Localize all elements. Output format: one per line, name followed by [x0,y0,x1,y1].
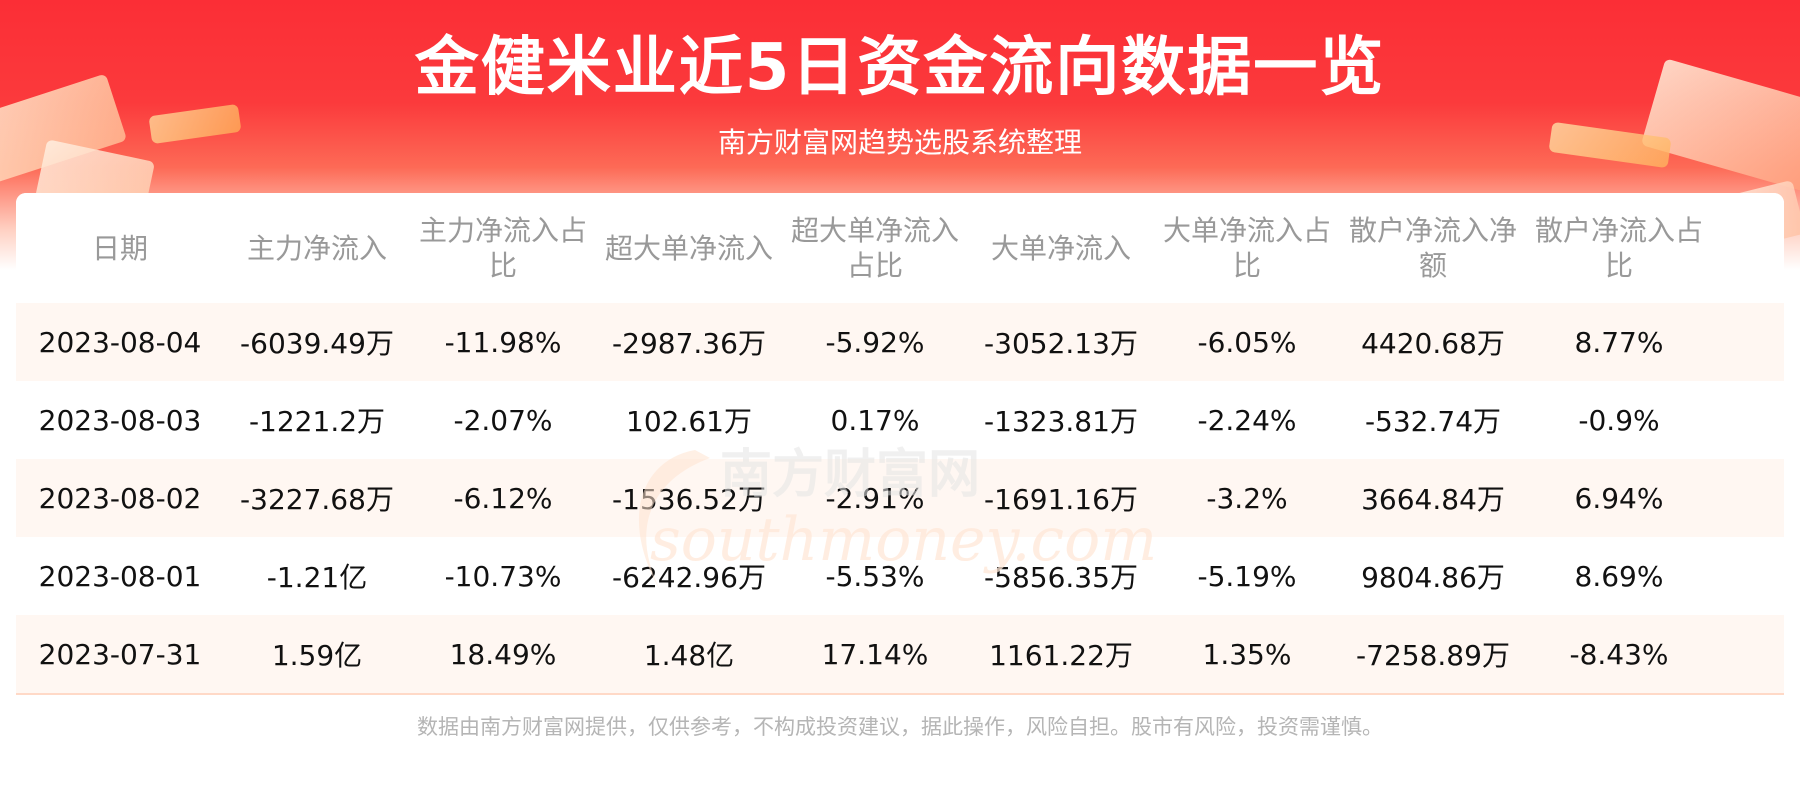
column-header: 主力净流入占比 [418,214,587,282]
table-cell: -1536.52万 [612,483,766,516]
table-cell: 1.59亿 [271,639,363,672]
table-cell: -6.12% [453,481,553,515]
table-cell: -8.43% [1569,637,1669,671]
column-header: 散户净流入净额 [1348,214,1517,282]
table-cell: -5.92% [825,325,925,359]
table-row: 2023-08-04 -6039.49万 -11.98% -2987.36万 -… [16,303,1784,381]
table-cell: -11.98% [444,325,562,359]
table-row: 2023-08-03 -1221.2万 -2.07% 102.61万 0.17%… [16,381,1784,459]
table-cell: -2.91% [825,481,925,515]
page-title: 金健米业近5日资金流向数据一览 [414,31,1386,105]
table-cell: 6.94% [1574,481,1664,515]
table-cell: -10.73% [444,559,562,593]
column-header: 日期 [91,231,148,265]
table-cell: -1323.81万 [984,405,1138,438]
table-cell: -3052.13万 [984,327,1138,360]
table-cell: -6242.96万 [612,561,766,594]
table-cell: -0.9% [1578,403,1660,437]
table-cell: 0.17% [830,403,920,437]
table-cell: -6039.49万 [240,327,394,360]
disclaimer-text: 数据由南方财富网提供，仅供参考，不构成投资建议，据此操作，风险自担。股市有风险，… [417,715,1383,739]
table-cell: 4420.68万 [1361,327,1505,360]
table-row: 2023-07-31 1.59亿 18.49% 1.48亿 17.14% 116… [16,615,1784,693]
table-cell: -2.07% [453,403,553,437]
page-subtitle: 南方财富网趋势选股系统整理 [717,126,1082,159]
table-cell: -3227.68万 [240,483,394,516]
table-cell: -1691.16万 [984,483,1138,516]
table-cell: -2987.36万 [612,327,766,360]
table-cell-date: 2023-08-01 [38,559,202,593]
table-cell: -2.24% [1197,403,1297,437]
table-cell: -5.19% [1197,559,1297,593]
table-row: 2023-08-01 -1.21亿 -10.73% -6242.96万 -5.5… [16,537,1784,615]
table-cell: 9804.86万 [1361,561,1505,594]
table-cell: 1161.22万 [989,639,1133,672]
column-header: 散户净流入占比 [1534,214,1703,282]
table-cell: 3664.84万 [1361,483,1505,516]
table-cell: -5856.35万 [984,561,1138,594]
column-header: 超大单净流入 [604,231,773,265]
table-cell: 18.49% [449,637,557,671]
table-cell: -5.53% [825,559,925,593]
table-cell: 1.35% [1202,637,1292,671]
table-row: 2023-08-02 -3227.68万 -6.12% -1536.52万 -2… [16,459,1784,537]
table-cell: -532.74万 [1364,405,1502,438]
table-cell-date: 2023-08-02 [38,481,202,515]
table-cell: -1221.2万 [248,405,386,438]
column-header: 大单净流入 [990,231,1131,265]
table-cell-date: 2023-07-31 [38,637,202,671]
table-cell: 102.61万 [626,405,752,438]
table-cell: 8.69% [1574,559,1664,593]
table-cell: -7258.89万 [1356,639,1510,672]
table-cell: 1.48亿 [643,639,735,672]
table-bottom-divider [16,693,1784,695]
table-header-row: 日期 主力净流入 主力净流入占比 超大单净流入 超大单净流入占比 大单净流入 大… [16,193,1784,303]
table-cell-date: 2023-08-03 [38,403,202,437]
table-cell: -1.21亿 [266,561,368,594]
data-table: 日期 主力净流入 主力净流入占比 超大单净流入 超大单净流入占比 大单净流入 大… [16,193,1784,693]
column-header: 超大单净流入占比 [790,214,959,282]
table-cell: -3.2% [1206,481,1288,515]
table-cell: 17.14% [821,637,929,671]
column-header: 主力净流入 [246,231,387,265]
table-cell-date: 2023-08-04 [38,325,202,359]
column-header: 大单净流入占比 [1162,214,1331,282]
table-cell: 8.77% [1574,325,1664,359]
table-cell: -6.05% [1197,325,1297,359]
